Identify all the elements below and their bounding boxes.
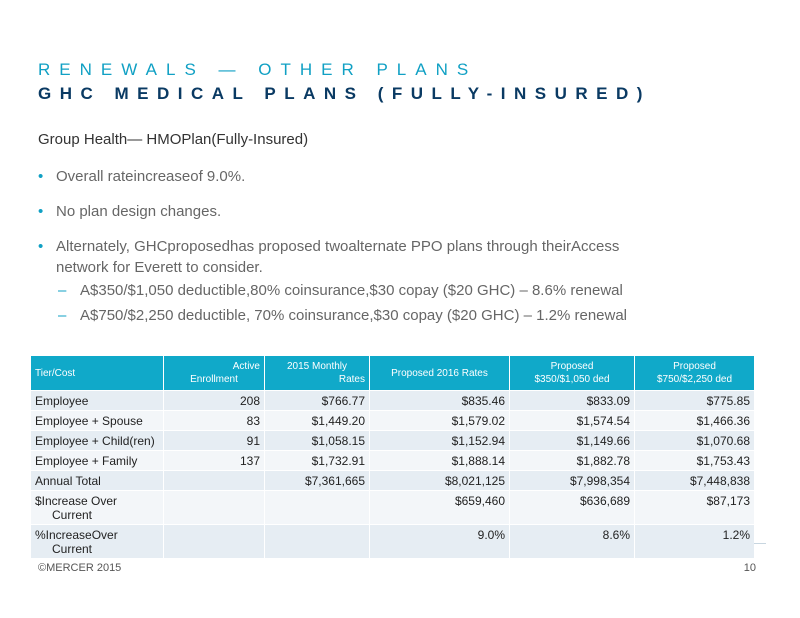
table-row-annual-total: Annual Total $7,361,665 $8,021,125 $7,99… bbox=[30, 470, 755, 491]
table-row: Employee + Child(ren) 91 $1,058.15 $1,15… bbox=[30, 430, 755, 451]
header-tier-cost: Tier/Cost bbox=[30, 355, 164, 391]
sub-bullet-350-plan: – A$350/$1,050 deductible,80% coinsurance… bbox=[58, 282, 623, 299]
dash-icon: – bbox=[58, 307, 67, 324]
bullet-dot-icon: • bbox=[38, 203, 44, 220]
table-header-row: Tier/Cost Active Enrollment 2015 Monthly… bbox=[30, 355, 755, 391]
table-row: Employee 208 $766.77 $835.46 $833.09 $77… bbox=[30, 390, 755, 411]
bullet-alternate-plans: • Alternately, GHCproposedhas proposed tw… bbox=[38, 238, 620, 276]
table-row-percent-increase: %IncreaseOver Current 9.0% 8.6% 1.2% bbox=[30, 524, 755, 559]
slide-title-line2: GHC MEDICAL PLANS (FULLY-INSURED) bbox=[38, 84, 651, 103]
bullet-rate-increase: • Overall rateincreaseof 9.0%. bbox=[38, 168, 246, 185]
table-row-dollar-increase: $Increase Over Current $659,460 $636,689 … bbox=[30, 490, 755, 525]
header-proposed-750-ded: Proposed $750/$2,250 ded bbox=[634, 355, 755, 391]
rates-table: Tier/Cost Active Enrollment 2015 Monthly… bbox=[30, 355, 755, 559]
dash-icon: – bbox=[58, 282, 67, 299]
page-number: 10 bbox=[743, 562, 756, 574]
bullet-dot-icon: • bbox=[38, 168, 44, 185]
divider bbox=[754, 543, 766, 544]
table-row: Employee + Spouse 83 $1,449.20 $1,579.02… bbox=[30, 410, 755, 431]
table-row: Employee + Family 137 $1,732.91 $1,888.1… bbox=[30, 450, 755, 471]
sub-bullet-750-plan: – A$750/$2,250 deductible, 70% coinsuranc… bbox=[58, 307, 628, 324]
footer-copyright: ©MERCER 2015 bbox=[38, 562, 122, 574]
header-active-enrollment: Active Enrollment bbox=[163, 355, 265, 391]
bullet-dot-icon: • bbox=[38, 238, 44, 255]
header-proposed-350-ded: Proposed $350/$1,050 ded bbox=[509, 355, 635, 391]
header-2015-monthly-rates: 2015 Monthly Rates bbox=[264, 355, 370, 391]
slide-title-line1: RENEWALS — OTHER PLANS bbox=[38, 60, 478, 79]
header-proposed-2016-rates: Proposed 2016 Rates bbox=[369, 355, 510, 391]
bullet-no-changes: • No plan design changes. bbox=[38, 203, 222, 220]
section-subtitle: Group Health— HMOPlan(Fully-Insured) bbox=[38, 131, 309, 148]
